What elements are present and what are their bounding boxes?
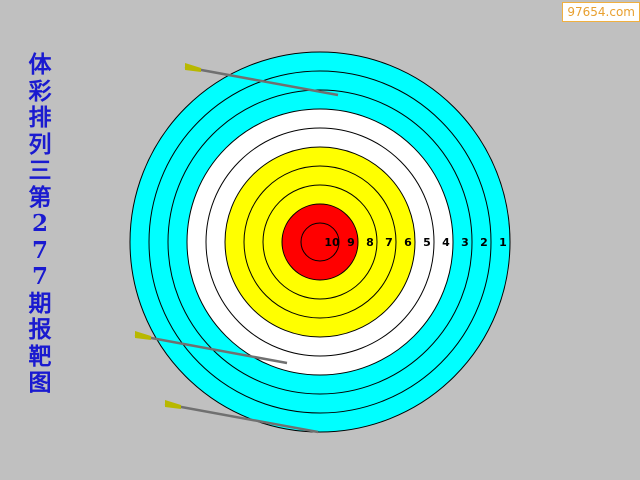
ring-score-label: 4 xyxy=(442,236,450,249)
arrow-fletching xyxy=(165,400,181,409)
ring-score-label: 10 xyxy=(324,236,340,249)
title-char: 体 xyxy=(28,51,52,78)
title-char: 彩 xyxy=(28,77,52,105)
target-ring-10 xyxy=(300,222,340,262)
arrow xyxy=(184,63,339,97)
title-char: 报 xyxy=(28,316,52,343)
title-char: 7 xyxy=(31,263,48,290)
title-char: 2 xyxy=(31,210,48,237)
title-char: 靶 xyxy=(28,342,52,370)
ring-score-label: 3 xyxy=(461,236,469,249)
title-char: 第 xyxy=(28,183,52,211)
ring-score-label: 9 xyxy=(347,236,355,249)
ring-score-label: 6 xyxy=(404,236,412,249)
arrow-fletching xyxy=(135,331,151,340)
ring-score-label: 2 xyxy=(480,236,488,249)
ring-score-label: 8 xyxy=(366,236,374,249)
watermark: 97654.com xyxy=(562,2,640,22)
ring-score-label: 7 xyxy=(385,236,393,249)
title-char: 三 xyxy=(28,157,52,184)
title-char: 7 xyxy=(31,236,48,264)
title-char: 期 xyxy=(28,289,52,317)
title-char: 列 xyxy=(28,130,52,158)
arrow xyxy=(164,400,319,434)
title-char: 图 xyxy=(28,369,52,396)
ring-score-label: 5 xyxy=(423,236,431,249)
ring-score-label: 1 xyxy=(499,236,507,249)
title-char: 排 xyxy=(28,104,52,131)
arrow xyxy=(134,331,288,365)
arrow-fletching xyxy=(185,63,201,72)
